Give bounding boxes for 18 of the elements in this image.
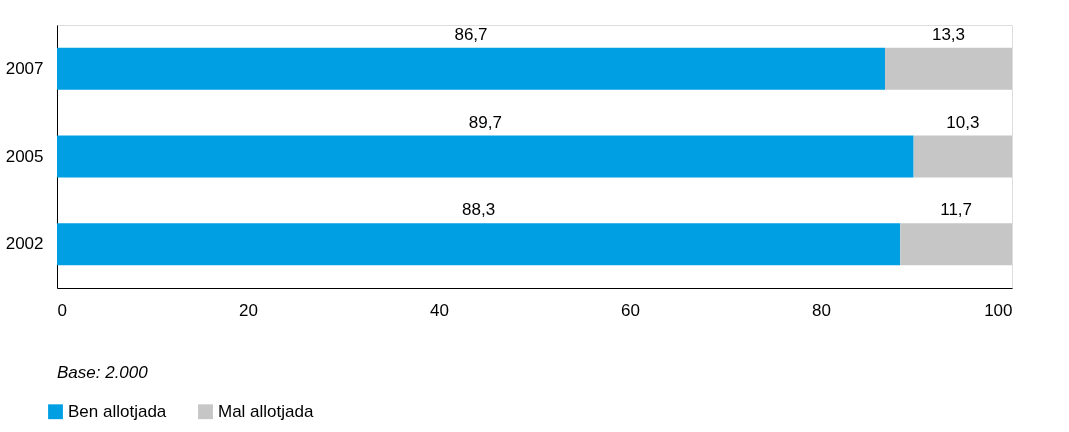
y-tick-label: 2002 bbox=[5, 234, 44, 254]
x-tick-label: 20 bbox=[239, 300, 258, 320]
data-label: 13,3 bbox=[931, 24, 966, 44]
text: Base: 2.000 bbox=[57, 363, 149, 382]
data-label: 88,3 bbox=[462, 200, 496, 220]
data-label: 10,3 bbox=[946, 112, 980, 132]
data-label: 89,7 bbox=[468, 112, 502, 132]
x-tick-label: 100 bbox=[984, 300, 1013, 320]
x-tick-label: 60 bbox=[621, 300, 640, 320]
data-label: 86,7 bbox=[454, 24, 488, 44]
legend-label: Mal allotjada bbox=[218, 401, 314, 421]
y-tick-label: 2007 bbox=[5, 58, 44, 78]
data-label: 11,7 bbox=[940, 200, 973, 220]
y-tick-label: 2005 bbox=[5, 146, 44, 166]
legend-label: Ben allotjada bbox=[68, 401, 167, 421]
x-tick-label: 40 bbox=[430, 300, 449, 320]
x-tick-label: 80 bbox=[812, 300, 831, 320]
x-tick-label: 0 bbox=[57, 300, 67, 320]
